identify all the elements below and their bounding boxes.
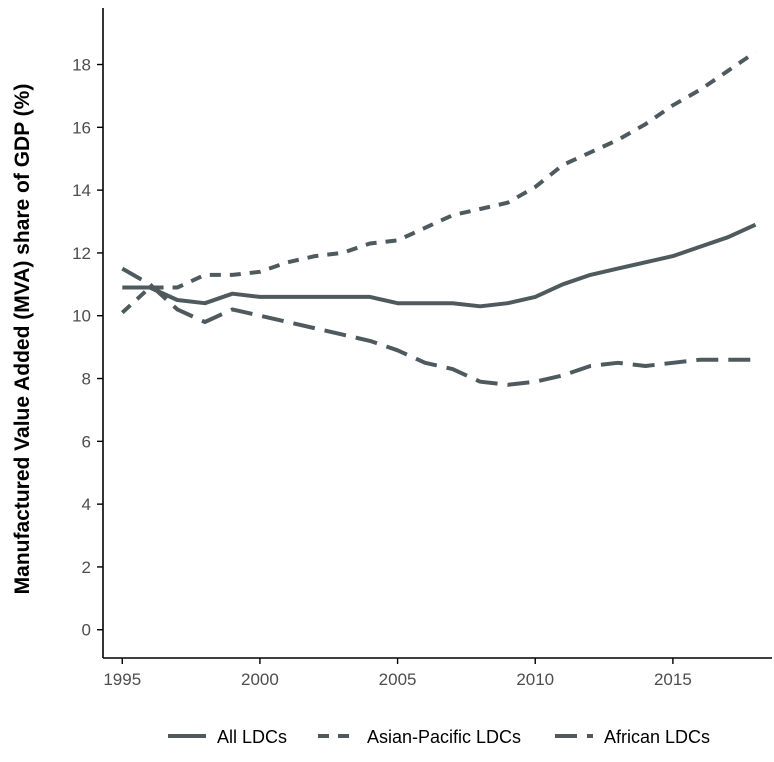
y-tick-label: 6 — [82, 432, 91, 451]
y-tick-label: 16 — [72, 118, 91, 137]
y-axis-label: Manufactured Value Added (MVA) share of … — [11, 84, 34, 595]
x-tick-label: 2015 — [654, 670, 692, 689]
x-tick-label: 2005 — [379, 670, 417, 689]
series-layer — [120, 50, 757, 387]
axes: 0 2 4 6 8 10 12 14 16 18 1995 2000 2005 2010 2015 — [72, 8, 772, 689]
legend-label: All LDCs — [217, 727, 287, 747]
series-line-african-ldcs — [121, 266, 756, 387]
y-tick-label: 18 — [72, 56, 91, 75]
y-tick-label: 14 — [72, 181, 91, 200]
y-tick-label: 10 — [72, 307, 91, 326]
x-tick-label: 2010 — [516, 670, 554, 689]
x-tick-label: 2000 — [241, 670, 279, 689]
y-tick-label: 2 — [82, 558, 91, 577]
legend: All LDCs Asian-Pacific LDCs African LDCs — [168, 727, 710, 747]
y-tick-label: 4 — [82, 495, 91, 514]
x-tick-label: 1995 — [103, 670, 141, 689]
y-tick-label: 8 — [82, 370, 91, 389]
legend-label: Asian-Pacific LDCs — [367, 727, 521, 747]
series-line-asian-pacific-ldcs — [120, 50, 757, 315]
y-tick-label: 0 — [82, 621, 91, 640]
series-line-all-ldcs — [122, 222, 757, 309]
legend-label: African LDCs — [604, 727, 710, 747]
y-tick-label: 12 — [72, 244, 91, 263]
